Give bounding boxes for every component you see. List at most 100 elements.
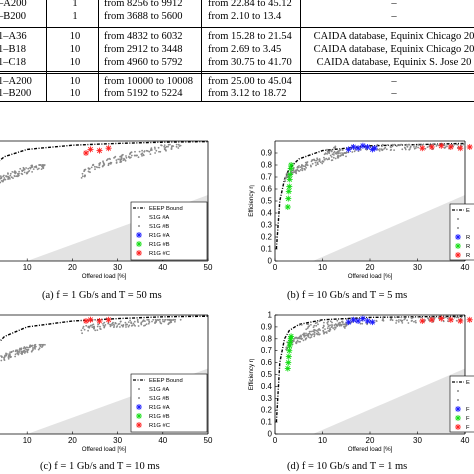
scatter-point xyxy=(130,321,133,324)
scatter-point xyxy=(81,172,84,175)
star-stroke xyxy=(429,317,435,323)
scatter-point xyxy=(325,157,328,160)
scatter-point xyxy=(14,353,17,356)
scatter-point xyxy=(143,150,146,152)
star-marker xyxy=(345,319,352,326)
scatter-point xyxy=(122,159,125,161)
scatter-point xyxy=(102,323,104,325)
scatter-point xyxy=(328,152,331,155)
scatter-point xyxy=(411,317,413,320)
scatter-point xyxy=(304,165,307,168)
scatter-point xyxy=(404,317,406,320)
scatter-point xyxy=(330,159,333,162)
scatter-point xyxy=(154,321,157,324)
scatter-point xyxy=(295,341,297,344)
scatter-point xyxy=(108,157,111,160)
scatter-point xyxy=(25,346,28,349)
scatter-point xyxy=(99,327,101,330)
y-tick-label: 0.3 xyxy=(261,394,273,403)
scatter-point xyxy=(457,316,459,319)
scatter-point xyxy=(455,316,458,319)
table-cell: from 22.84 to 45.12 xyxy=(208,0,292,9)
scatter-point xyxy=(109,323,112,326)
y-tick-label: 0.6 xyxy=(261,358,273,367)
chart-panel-a: 10 20 30 40 50 Offered load [%] EEEP Bound S1G … xyxy=(0,128,237,298)
scatter-point xyxy=(155,319,158,322)
scatter-point xyxy=(34,346,36,348)
scatter-point xyxy=(136,154,139,157)
scatter-point xyxy=(39,164,42,166)
star-stroke xyxy=(136,422,142,428)
scatter-point xyxy=(23,171,26,174)
legend-box xyxy=(449,203,474,261)
star-marker xyxy=(285,359,292,366)
star-marker xyxy=(355,318,362,324)
scatter-point xyxy=(137,156,140,159)
table-cell: from 2.69 to 3.45 xyxy=(208,44,282,55)
legend-label: S1G #B xyxy=(149,224,169,230)
scatter-point xyxy=(31,164,33,167)
star-stroke xyxy=(467,317,473,323)
legend-swatch xyxy=(138,397,140,399)
star-marker xyxy=(369,319,376,326)
scatter-point xyxy=(0,180,3,182)
scatter-point xyxy=(338,148,341,151)
scatter-point xyxy=(336,152,338,154)
table-cell: – xyxy=(391,0,397,9)
scatter-point xyxy=(313,333,316,336)
star-marker xyxy=(428,316,435,323)
scatter-point xyxy=(316,163,319,165)
scatter-point xyxy=(133,320,136,323)
star-marker xyxy=(87,316,94,323)
scatter-point xyxy=(119,326,121,328)
scatter-point xyxy=(413,147,416,150)
caption-c: (c) f = 1 Gb/s and T = 10 ms xyxy=(40,461,160,472)
scatter-point xyxy=(318,320,321,323)
scatter-point xyxy=(309,336,311,339)
scatter-point xyxy=(407,322,410,324)
scatter-point xyxy=(158,318,161,321)
scatter-point xyxy=(323,153,326,156)
scatter-point xyxy=(162,320,165,323)
scatter-point xyxy=(119,159,122,161)
scatter-point xyxy=(99,325,101,328)
eeep-bound-line xyxy=(0,140,209,162)
star-stroke xyxy=(136,404,142,410)
scatter-point xyxy=(0,359,3,362)
scatter-point xyxy=(403,146,406,149)
scatter-point xyxy=(303,165,305,168)
y-tick-label: 0.2 xyxy=(261,406,273,415)
x-tick-label: 20 xyxy=(366,263,375,272)
table-rule xyxy=(0,71,474,72)
scatter-point xyxy=(331,153,334,156)
scatter-point xyxy=(376,143,379,146)
scatter-point xyxy=(91,326,94,329)
scatter-point xyxy=(353,150,356,153)
scatter-point xyxy=(391,143,394,146)
x-tick-label: 10 xyxy=(23,436,32,445)
scatter-point xyxy=(446,145,448,147)
scatter-point xyxy=(296,165,299,168)
star-marker xyxy=(447,316,454,323)
scatter-point xyxy=(26,171,28,174)
scatter-point xyxy=(103,325,106,328)
table-cell: 1–C18 xyxy=(0,57,27,68)
star-marker xyxy=(364,144,371,150)
scatter-point xyxy=(163,319,166,321)
scatter-point xyxy=(107,164,110,167)
scatter-point xyxy=(81,332,83,335)
scatter-point xyxy=(107,322,110,325)
scatter-point xyxy=(299,169,302,171)
x-tick-label: 40 xyxy=(158,436,167,445)
scatter-point xyxy=(312,326,315,329)
scatter-point xyxy=(119,320,122,323)
star-stroke xyxy=(448,144,454,150)
x-tick-label: 20 xyxy=(68,436,77,445)
legend-swatch xyxy=(455,406,461,412)
x-tick-label: 30 xyxy=(413,436,422,445)
scatter-point xyxy=(103,162,105,165)
scatter-point xyxy=(18,170,20,173)
legend-label: S1G #A xyxy=(149,215,169,221)
scatter-point xyxy=(160,144,163,147)
star-stroke xyxy=(106,145,112,151)
